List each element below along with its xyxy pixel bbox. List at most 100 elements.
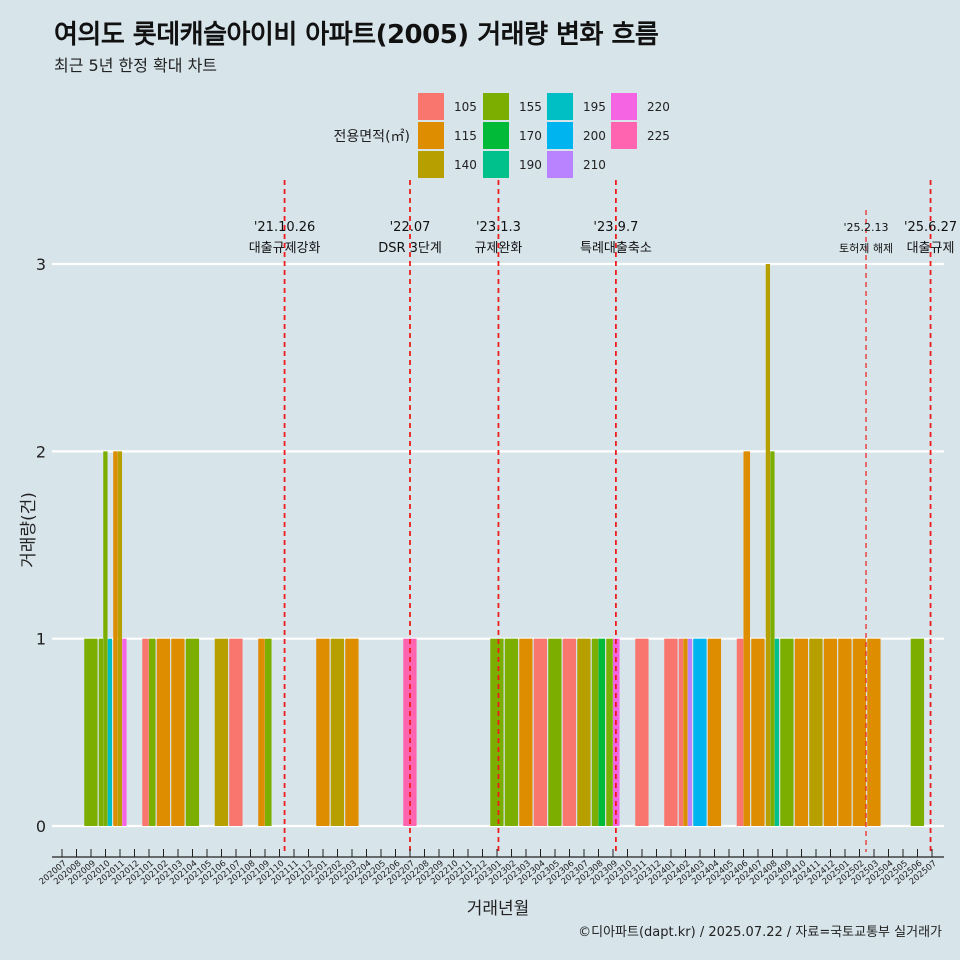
x-axis-title: 거래년월 [467,899,530,919]
bars [84,264,925,826]
bar-202503-115 [867,638,881,826]
bar-202411-140 [809,638,823,826]
bar-202309-155 [606,638,613,826]
bar-202409-155 [780,638,794,826]
bar-202203-115 [345,638,359,826]
bar-202103-115 [171,638,185,826]
legend-title: 전용면적(㎡) [334,129,410,145]
source-caption: ©디아파트(dapt.kr) / 2025.07.22 / 자료=국토교통부 실… [578,925,942,940]
legend-label: 155 [519,100,542,114]
bar-202104-155 [185,638,200,826]
bar-202306-105 [562,638,577,826]
legend-swatch-200 [547,122,573,149]
bar-202408-155 [770,451,775,826]
event-date: '23.1.3 [476,220,521,235]
bar-202302-155 [504,638,519,826]
event-date: '25.2.13 [844,221,889,234]
bar-202407-115 [751,638,765,826]
bar-202311-105 [635,638,649,826]
bar-202404-115 [707,638,722,826]
bar-202307-140 [577,638,591,826]
event-date: '23.9.7 [593,220,638,235]
bar-202308-155 [591,638,599,826]
bar-202010-155 [98,638,104,826]
y-tick-label: 3 [36,255,46,274]
bar-202403-200 [693,638,707,826]
legend-label: 115 [454,129,477,143]
bar-202109-155 [265,638,272,826]
legend-label: 195 [583,100,606,114]
event-label: 특례대출축소 [580,241,652,256]
legend-label: 190 [519,158,542,172]
bar-202305-155 [548,638,562,826]
legend-label: 210 [583,158,606,172]
y-tick-label: 0 [36,817,46,836]
bar-202201-115 [316,638,330,826]
legend-swatch-210 [547,151,573,178]
bar-202301-155 [490,638,504,826]
event-date: '25.6.27 [904,220,957,235]
y-tick-label: 1 [36,630,46,649]
bar-202010-155 [103,451,108,826]
bar-202402-210 [687,638,693,826]
bar-202102-115 [156,638,171,826]
legend-swatch-170 [483,122,509,149]
legend-label: 140 [454,158,477,172]
legend-label: 170 [519,129,542,143]
bar-202408-190 [774,638,780,826]
bar-202011-220 [122,638,127,826]
bar-202304-105 [533,638,548,826]
bar-202011-115 [113,451,118,826]
bar-202402-115 [683,638,688,826]
bar-202010-195 [107,638,113,826]
event-date: '21.10.26 [254,220,315,235]
bar-202502-115 [852,638,867,826]
legend-swatch-195 [547,93,573,120]
bar-202101-155 [149,638,156,826]
bar-202406-105 [736,638,744,826]
bar-202011-140 [117,451,123,826]
legend-label: 220 [647,100,670,114]
y-tick-label: 2 [36,442,46,461]
bar-202106-140 [214,638,229,826]
legend-swatch-225 [611,122,637,149]
legend: 전용면적(㎡) 105 115 140 155 170 190 195 200 210 220 225 [334,93,670,178]
bar-202410-115 [794,638,809,826]
bar-202408-140 [765,264,771,826]
page-subtitle: 최근 5년 한정 확대 차트 [54,56,218,75]
page-title: 여의도 롯데캐슬아이비 아파트(2005) 거래량 변화 흐름 [54,20,659,50]
bar-202303-115 [519,638,533,826]
axis-labels: 0 1 2 3 거래년월 거래량(건) [19,255,529,919]
bar-202506-155 [910,638,925,826]
bar-202401-105 [664,638,678,826]
event-label: 토허제 해제 [839,241,893,255]
bar-202402-105 [678,638,684,826]
bar-202406-115 [743,451,751,826]
bar-202107-105 [229,638,243,826]
legend-swatch-140 [418,151,444,178]
legend-swatch-115 [418,122,444,149]
legend-swatch-155 [483,93,509,120]
legend-swatch-190 [483,151,509,178]
bar-202412-115 [823,638,838,826]
legend-label: 105 [454,100,477,114]
event-label: 대출규제강화 [249,241,321,256]
legend-label: 200 [583,129,606,143]
legend-label: 225 [647,129,670,143]
bar-202308-170 [598,638,606,826]
event-label: 대출규제 [907,241,955,256]
bar-202501-115 [838,638,852,826]
bar-202009-155 [84,638,98,826]
event-label: 규제완화 [475,241,523,256]
event-label: DSR 3단계 [378,241,442,256]
y-axis-title: 거래량(건) [19,492,39,568]
event-lines: '21.10.26 대출규제강화 '22.07 DSR 3단계 '23.1.3 규제완화 '… [249,180,957,852]
legend-swatch-220 [611,93,637,120]
bar-202109-115 [258,638,265,826]
event-date: '22.07 [390,220,431,235]
legend-swatch-105 [418,93,444,120]
bar-202101-105 [142,638,149,826]
x-axis: 2020072020082020092020102020112020122021… [38,849,944,887]
bar-202202-140 [330,638,345,826]
